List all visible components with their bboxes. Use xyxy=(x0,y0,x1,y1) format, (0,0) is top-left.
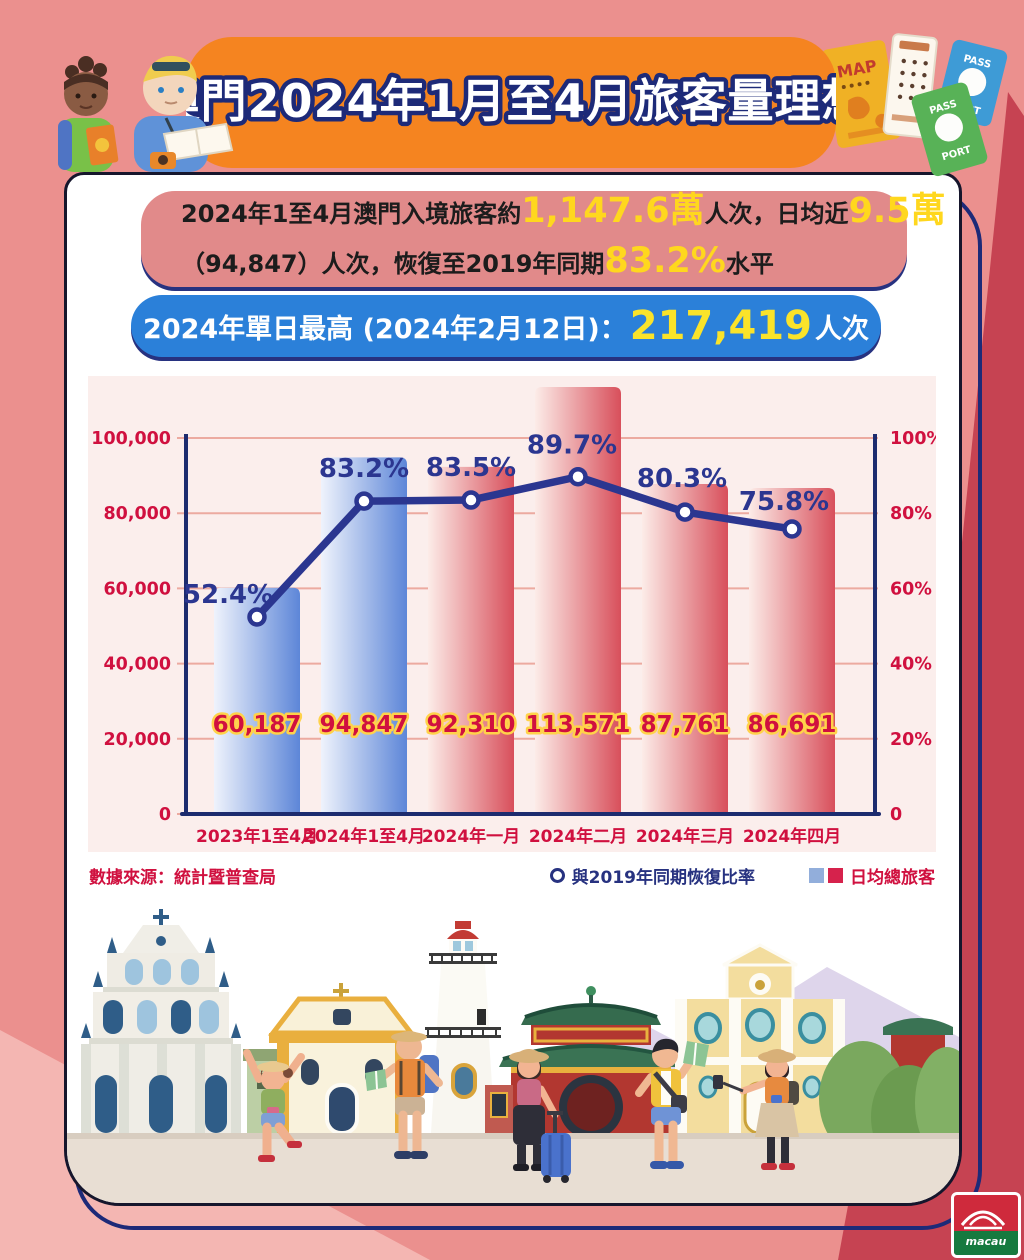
bushes xyxy=(819,1041,959,1169)
tourist-jumping-girl xyxy=(243,1049,305,1162)
tourist-selfie-woman xyxy=(713,1049,799,1170)
phone-icon xyxy=(713,1075,723,1089)
logo-sun-icon xyxy=(960,1210,1006,1230)
x-axis-label: 2024年二月 xyxy=(529,826,627,847)
bar-2024年一月 xyxy=(428,466,514,814)
legend-bar-label: 日均總旅客 xyxy=(850,868,935,888)
bar-2024年三月 xyxy=(642,484,728,814)
bar-value-label: 87,761 xyxy=(641,712,730,738)
tourist-right xyxy=(134,55,234,172)
summary-text: （94,847）人次，恢復至2019年同期 xyxy=(181,250,605,278)
summary-text: 水平 xyxy=(725,250,774,278)
right-axis-tick: 40% xyxy=(890,655,932,675)
suitcase xyxy=(541,1111,571,1183)
right-axis-tick: 0 xyxy=(890,805,902,825)
line-marker-icon xyxy=(549,868,565,883)
percent-label: 89.7% xyxy=(527,431,617,461)
right-axis-tick: 100% xyxy=(890,429,936,449)
title-banner: 澳門2024年1月至4月旅客量理想 xyxy=(186,37,836,168)
main-panel: 2024年1至4月澳門入境旅客約1,147.6萬人次，日均近9.5萬 （94,8… xyxy=(64,172,962,1206)
travel-docs-illustration: MAP PASS PORT PASS PORT xyxy=(822,33,1008,177)
bar-value-label: 92,310 xyxy=(427,712,516,738)
yellow-chapel xyxy=(267,983,417,1135)
daily-max-suffix: 人次 xyxy=(814,313,869,345)
left-axis-tick: 80,000 xyxy=(103,504,171,524)
line-point-marker xyxy=(247,607,267,627)
bar-value-label: 60,187 xyxy=(213,712,302,738)
x-axis-label: 2024年1至4月 xyxy=(303,826,425,847)
right-axis-tick: 80% xyxy=(890,504,932,524)
passport-green-icon: PASS PORT xyxy=(911,82,988,177)
bar-2024年二月 xyxy=(535,386,621,814)
left-axis-tick: 0 xyxy=(159,805,171,825)
background-dark-red-wedge xyxy=(838,92,1024,1260)
bar-value-label: 113,571 xyxy=(526,712,631,738)
summary-highlight-daily: 9.5萬 xyxy=(848,191,946,231)
percent-label: 80.3% xyxy=(637,464,727,494)
x-axis-label: 2024年四月 xyxy=(743,826,841,847)
summary-text: 人次，日均近 xyxy=(704,200,849,228)
title-text-svg: 澳門2024年1月至4月旅客量理想 xyxy=(186,70,836,133)
blue-bar-swatch-icon xyxy=(809,868,824,883)
logo-emblem xyxy=(954,1195,1018,1231)
tourist-backpacker xyxy=(365,1031,443,1159)
page-title: 澳門2024年1月至4月旅客量理想 xyxy=(186,74,836,128)
data-source: 數據來源：統計暨普查局 xyxy=(89,868,276,888)
daily-max-banner: 2024年單日最高 (2024年2月12日)： 217,419 人次 xyxy=(131,295,881,357)
bar-2024年四月 xyxy=(749,488,835,814)
tourist-map-man xyxy=(635,1038,709,1169)
chart-legend: 與2019年同期恢復比率 日均總旅客 xyxy=(549,863,935,888)
bar-2024年1至4月 xyxy=(321,457,407,814)
visitors-combo-chart: 60,187 94,847 92,310 113,571 87,761 86,691 52.… xyxy=(88,376,936,852)
percent-label: 83.5% xyxy=(426,453,516,483)
recovery-rate-line xyxy=(253,472,796,621)
left-axis-tick: 60,000 xyxy=(103,579,171,599)
logo-text: macau xyxy=(954,1231,1018,1255)
legend-line-label: 與2019年同期恢復比率 xyxy=(571,868,755,888)
macau-tourism-logo: macau xyxy=(951,1192,1021,1258)
summary-text: 2024年1至4月澳門入境旅客約 xyxy=(181,200,522,228)
line-point-marker xyxy=(568,466,588,487)
line-point-marker xyxy=(461,490,481,510)
right-axis-tick: 20% xyxy=(890,730,932,750)
summary-highlight-total: 1,147.6萬 xyxy=(521,191,705,231)
bar-value-label: 94,847 xyxy=(320,712,409,738)
x-axis-label: 2023年1至4月 xyxy=(196,826,318,847)
selfie-stick xyxy=(722,1081,744,1093)
guia-lighthouse xyxy=(425,921,501,1133)
legend-row: 數據來源：統計暨普查局 與2019年同期恢復比率 日均總旅客 xyxy=(89,863,935,888)
percent-label: 52.4% xyxy=(183,580,273,610)
bar-value-label: 86,691 xyxy=(748,712,837,738)
summary-line-1: 2024年1至4月澳門入境旅客約1,147.6萬人次，日均近9.5萬 xyxy=(181,189,946,239)
percent-label: 75.8% xyxy=(739,487,829,517)
legend-item-line: 與2019年同期恢復比率 xyxy=(549,863,755,888)
line-point-marker xyxy=(782,519,802,539)
tourists-illustration xyxy=(58,55,234,172)
left-axis-tick: 100,000 xyxy=(91,429,171,449)
tourist-left xyxy=(58,56,119,172)
line-point-marker xyxy=(354,491,374,511)
x-axis-label: 2024年一月 xyxy=(422,826,520,847)
summary-stats-box: 2024年1至4月澳門入境旅客約1,147.6萬人次，日均近9.5萬 （94,8… xyxy=(141,189,946,289)
daily-max-value: 217,419 xyxy=(629,303,812,349)
line-point-marker xyxy=(675,502,695,522)
bar-2023年1至4月 xyxy=(214,587,300,814)
left-axis-tick: 40,000 xyxy=(103,655,171,675)
tourist-suitcase-woman xyxy=(509,1049,571,1183)
right-axis-tick: 60% xyxy=(890,579,932,599)
daily-max-prefix: 2024年單日最高 (2024年2月12日)： xyxy=(143,313,627,345)
ruins-st-pauls xyxy=(81,909,241,1133)
percent-label: 83.2% xyxy=(319,454,409,484)
summary-highlight-recovery: 83.2% xyxy=(604,241,726,281)
left-axis-tick: 20,000 xyxy=(103,730,171,750)
macau-cityscape-illustration xyxy=(67,909,959,1203)
x-axis-label: 2024年三月 xyxy=(636,826,734,847)
summary-line-2: （94,847）人次，恢復至2019年同期83.2%水平 xyxy=(181,239,907,289)
legend-item-bars: 日均總旅客 xyxy=(809,863,935,888)
map-icon: MAP xyxy=(822,40,901,148)
red-bar-swatch-icon xyxy=(828,868,843,883)
ground xyxy=(67,1139,959,1203)
passport-in-hand xyxy=(86,124,119,166)
